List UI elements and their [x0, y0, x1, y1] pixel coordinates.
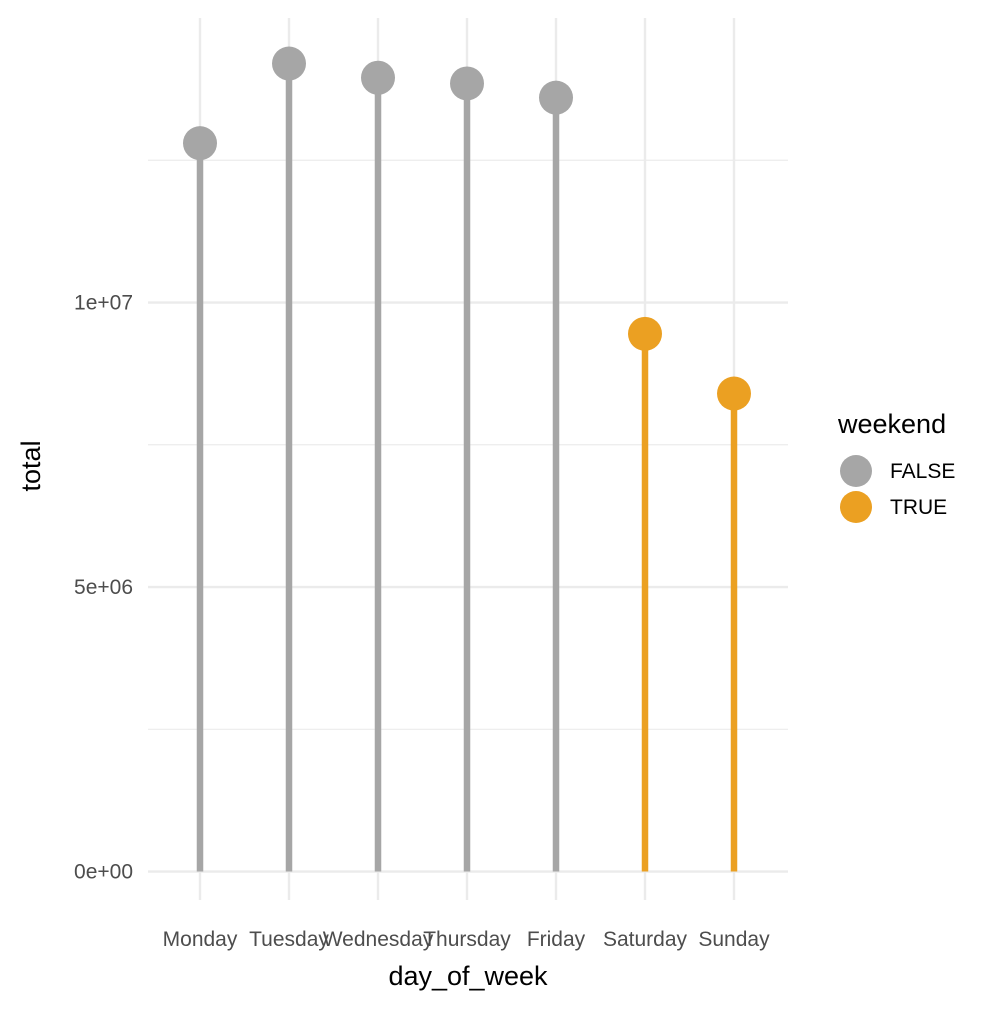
y-tick-labels: 0e+00 5e+06 1e+07: [74, 292, 133, 884]
x-tick-label-wednesday: Wednesday: [323, 928, 434, 951]
lollipop-point-wednesday: [361, 60, 395, 95]
lollipop-point-friday: [539, 80, 573, 115]
legend: weekend FALSE TRUE: [837, 409, 955, 523]
y-tick-label: 1e+07: [74, 292, 133, 315]
legend-label-true: TRUE: [890, 496, 947, 519]
lollipop-point-monday: [183, 126, 217, 161]
lollipop-point-thursday: [450, 66, 484, 101]
legend-key-true: [840, 491, 872, 523]
y-tick-label: 5e+06: [74, 576, 133, 599]
legend-key-false: [840, 455, 872, 487]
x-tick-label-sunday: Sunday: [698, 928, 770, 951]
lollipop-point-tuesday: [272, 46, 306, 81]
x-tick-label-monday: Monday: [163, 928, 238, 951]
stem-layer: [196, 63, 738, 872]
point-layer: [183, 46, 751, 411]
y-axis-title: total: [16, 440, 46, 491]
x-tick-label-friday: Friday: [527, 928, 586, 951]
legend-label-false: FALSE: [890, 460, 955, 483]
x-tick-label-tuesday: Tuesday: [249, 928, 329, 951]
legend-entries: FALSE TRUE: [840, 455, 955, 523]
y-tick-label: 0e+00: [74, 861, 133, 884]
lollipop-point-sunday: [717, 376, 751, 411]
x-tick-label-saturday: Saturday: [603, 928, 688, 951]
legend-title: weekend: [837, 409, 946, 439]
x-axis-title: day_of_week: [388, 961, 548, 991]
x-tick-label-thursday: Thursday: [423, 928, 511, 951]
lollipop-point-saturday: [628, 316, 662, 351]
